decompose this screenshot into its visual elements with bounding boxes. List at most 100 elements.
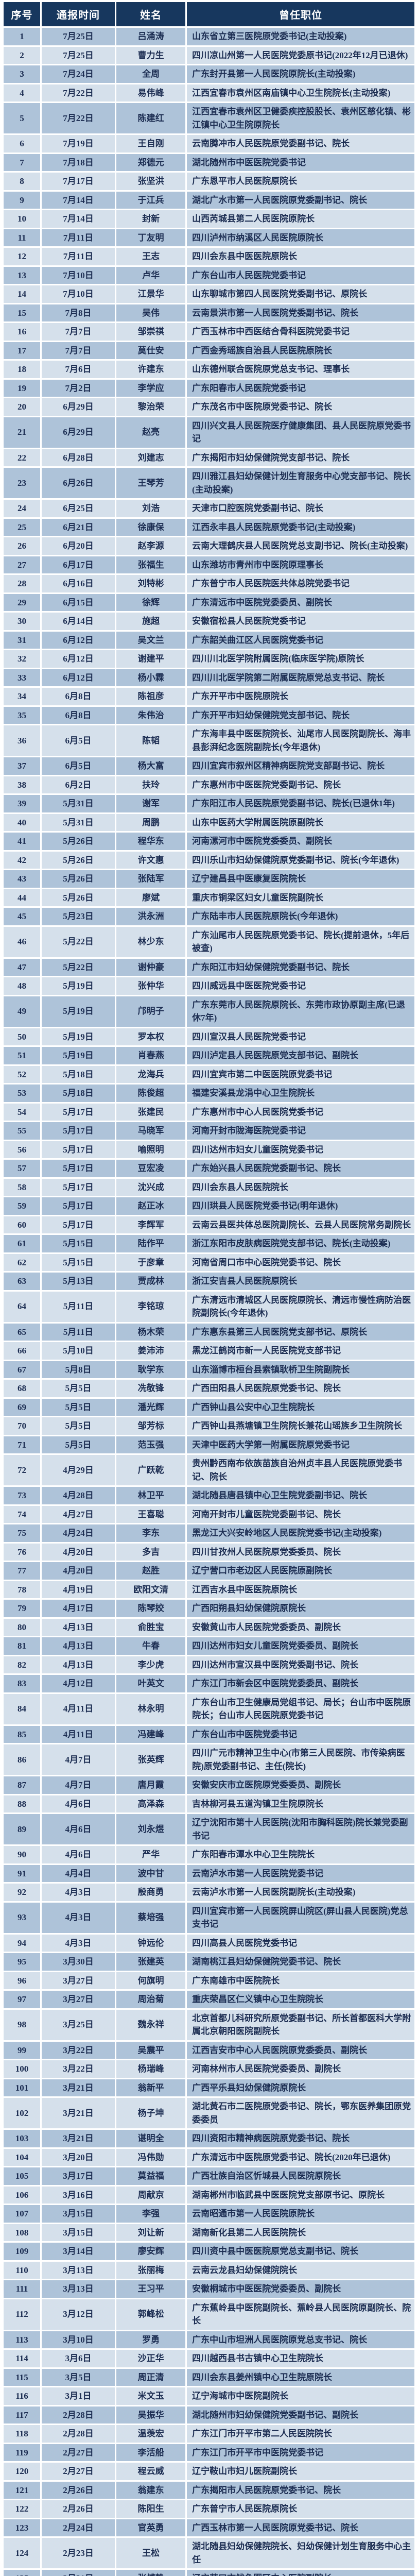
- name-cell: 波中甘: [116, 1865, 186, 1882]
- table-row: 121 2月26日 翁建东 广东揭阳市人民医院原党委书记、院长: [4, 2481, 414, 2499]
- table-row: 84 4月11日 林永明 广东台山市卫生健康局党组书记、局长；台山市中医院原院长；台山…: [4, 1693, 414, 1724]
- serial-number-cell: 40: [4, 814, 40, 831]
- serial-number-cell: 39: [4, 795, 40, 812]
- table-row: 114 3月6日 沙正华 四川越西县书古镇中心卫生院院长: [4, 2350, 414, 2367]
- report-date-cell: 5月17日: [42, 1122, 115, 1140]
- table-row: 63 5月13日 贾成林 浙江安吉县人民医院原院长: [4, 1273, 414, 1290]
- serial-number-cell: 1: [4, 28, 40, 45]
- table-row: 98 3月25日 魏永祥 北京首都儿科研究所原党委副书记、所长首都医科大学附属北京朝阳…: [4, 2009, 414, 2040]
- name-cell: 李东: [116, 1524, 186, 1542]
- table-row: 3 7月24日 全周 广东封开县第一人民医院原院长(主动投案): [4, 65, 414, 83]
- position-cell: 广西田阳县人民医院原党委书记、院长: [187, 1380, 414, 1397]
- name-cell: 赵胜: [116, 1562, 186, 1580]
- header-row: 序号 通报时间 姓名 曾任职位: [4, 2, 414, 26]
- name-cell: 杨木荣: [116, 1323, 186, 1341]
- report-date-cell: 5月11日: [42, 1291, 115, 1322]
- table-row: 38 6月2日 扶玲 广东惠州市中医医院党委副书记、院长: [4, 776, 414, 793]
- serial-number-cell: 125: [4, 2570, 40, 2576]
- name-cell: 翁新平: [116, 2079, 186, 2096]
- report-date-cell: 4月3日: [42, 1884, 115, 1901]
- serial-number-cell: 9: [4, 191, 40, 209]
- serial-number-cell: 10: [4, 210, 40, 228]
- report-date-cell: 5月5日: [42, 1380, 115, 1397]
- table-row: 33 6月12日 杨小霖 四川川北医学院第二附属医院原党总支书记、院长: [4, 669, 414, 686]
- table-row: 14 7月10日 江景华 山东聊城市第四人民医院党委副书记、原院长: [4, 285, 414, 303]
- report-date-cell: 3月30日: [42, 1953, 115, 1971]
- serial-number-cell: 34: [4, 688, 40, 705]
- position-cell: 吉林柳河县五道沟镇卫生院原院长: [187, 1795, 414, 1812]
- name-cell: 李学应: [116, 379, 186, 397]
- position-cell: 天津市口腔医院党委副书记、院长: [187, 500, 414, 517]
- report-date-cell: 7月18日: [42, 154, 115, 171]
- table-row: 76 4月20日 多吉 四川甘孜州人民医院原党委委员、院长: [4, 1543, 414, 1561]
- serial-number-cell: 93: [4, 1902, 40, 1933]
- table-row: 54 5月17日 张建民 广东惠州市中心人民医院党委书记: [4, 1103, 414, 1121]
- serial-number-cell: 47: [4, 958, 40, 976]
- name-cell: 吴振华: [116, 2406, 186, 2424]
- report-date-cell: 3月14日: [42, 2243, 115, 2260]
- table-row: 88 4月6日 高泽森 吉林柳河县五道沟镇卫生院原院长: [4, 1795, 414, 1812]
- position-cell: 广东惠州市中医医院党委副书记、院长: [187, 776, 414, 793]
- serial-number-cell: 12: [4, 248, 40, 265]
- position-cell: 安徽安庆市立医院原党委委员、副院长: [187, 1776, 414, 1794]
- report-date-cell: 7月11日: [42, 229, 115, 246]
- name-cell: 郭峰松: [116, 2299, 186, 2330]
- serial-number-cell: 90: [4, 1846, 40, 1863]
- report-date-cell: 3月10日: [42, 2331, 115, 2348]
- serial-number-cell: 72: [4, 1455, 40, 1485]
- table-row: 16 7月7日 邹崇祺 广西玉林市中西医结合骨科医院党委书记: [4, 323, 414, 341]
- report-date-cell: 4月13日: [42, 1637, 115, 1655]
- name-cell: 丁友明: [116, 229, 186, 246]
- serial-number-cell: 53: [4, 1084, 40, 1102]
- position-cell: 福建安溪县龙涓中心卫生院院长: [187, 1084, 414, 1102]
- position-cell: 广东江门市开平市第二人民医院院长: [187, 2425, 414, 2443]
- table-row: 97 3月27日 周治菊 重庆荣昌区仁义镇中心卫生院院长: [4, 1991, 414, 2008]
- serial-number-cell: 8: [4, 173, 40, 190]
- position-cell: 云南云县医共体总医院副院长、云县人民医院常务副院长: [187, 1216, 414, 1233]
- report-date-cell: 5月31日: [42, 814, 115, 831]
- report-date-cell: 3月5日: [42, 2368, 115, 2386]
- table-row: 102 3月21日 杨子坤 湖北黄石市二医院原党委书记、院长，鄂东医养集团原党委委员: [4, 2098, 414, 2128]
- table-row: 18 7月6日 许建东 山东德州联合医院原党总支书记、理事长: [4, 361, 414, 378]
- report-date-cell: 7月7日: [42, 323, 115, 341]
- serial-number-cell: 30: [4, 613, 40, 630]
- position-cell: 河南漯河市中医院党委委员、副院长: [187, 833, 414, 850]
- position-cell: 四川乐山市妇幼保健院原党委副书记、院长(今年退休): [187, 851, 414, 869]
- report-date-cell: 4月6日: [42, 1795, 115, 1812]
- serial-number-cell: 79: [4, 1600, 40, 1617]
- report-date-cell: 4月17日: [42, 1600, 115, 1617]
- table-row: 115 3月5日 周正清 四川会东县姜州镇中心卫生院原院长: [4, 2368, 414, 2386]
- table-row: 28 6月16日 刘特彬 广东普宁市人民医院医共体总院党委书记: [4, 575, 414, 592]
- position-cell: 云南云龙县妇幼保健院院长: [187, 2261, 414, 2279]
- report-date-cell: 7月25日: [42, 28, 115, 45]
- name-cell: 陆作平: [116, 1235, 186, 1252]
- position-cell: 云南泸水市第一人民医院副院长(主动投案): [187, 1884, 414, 1901]
- name-cell: 温羡宏: [116, 2425, 186, 2443]
- position-cell: 四川珙县人民医院党委书记(明年退休): [187, 1197, 414, 1215]
- name-cell: 杨大富: [116, 757, 186, 775]
- serial-number-cell: 52: [4, 1065, 40, 1083]
- position-cell: 四川会东县姜州镇中心卫生院原院长: [187, 2368, 414, 2386]
- position-cell: 云南景洪市第一人民医院党委副书记、院长: [187, 304, 414, 321]
- table-row: 20 6月29日 黎治荣 广东茂名市中医院原党委书记、院长: [4, 398, 414, 416]
- report-date-cell: 7月14日: [42, 210, 115, 228]
- position-cell: 辽宁沈阳市第十人民医院(沈阳市胸科医院)院长兼党委副书记: [187, 1814, 414, 1844]
- name-cell: 俞胜宝: [116, 1618, 186, 1636]
- report-date-cell: 2月27日: [42, 2463, 115, 2480]
- table-row: 119 2月27日 李活船 广东江门市开平市中医院党委书记: [4, 2444, 414, 2461]
- serial-number-cell: 97: [4, 1991, 40, 2008]
- position-cell: 四川兴文县人民医院医疗健康集团、县人民医院原党委书记: [187, 417, 414, 448]
- position-cell: 广东阳春市人民医院党委书记: [187, 379, 414, 397]
- header-former-position: 曾任职位: [187, 2, 414, 26]
- table-row: 113 3月10日 罗勇 广东中山市坦洲人民医院原党总支书记、院长: [4, 2331, 414, 2348]
- report-date-cell: 4月3日: [42, 1934, 115, 1952]
- name-cell: 杨子坤: [116, 2098, 186, 2128]
- name-cell: 卢华: [116, 266, 186, 284]
- position-cell: 四川雅江县妇幼保健计划生育服务中心党支部书记、院长(主动投案): [187, 468, 414, 498]
- table-row: 70 5月5日 邹芳标 广西钟山县燕塘镇卫生院院长兼花山瑶族乡卫生院院长: [4, 1417, 414, 1435]
- name-cell: 王喜聪: [116, 1505, 186, 1523]
- position-cell: 山东潍坊市青州市中医院原理事长: [187, 556, 414, 573]
- report-date-cell: 4月4日: [42, 1865, 115, 1882]
- table-row: 50 5月19日 罗本权 四川宣汉县人民医院党委书记: [4, 1028, 414, 1045]
